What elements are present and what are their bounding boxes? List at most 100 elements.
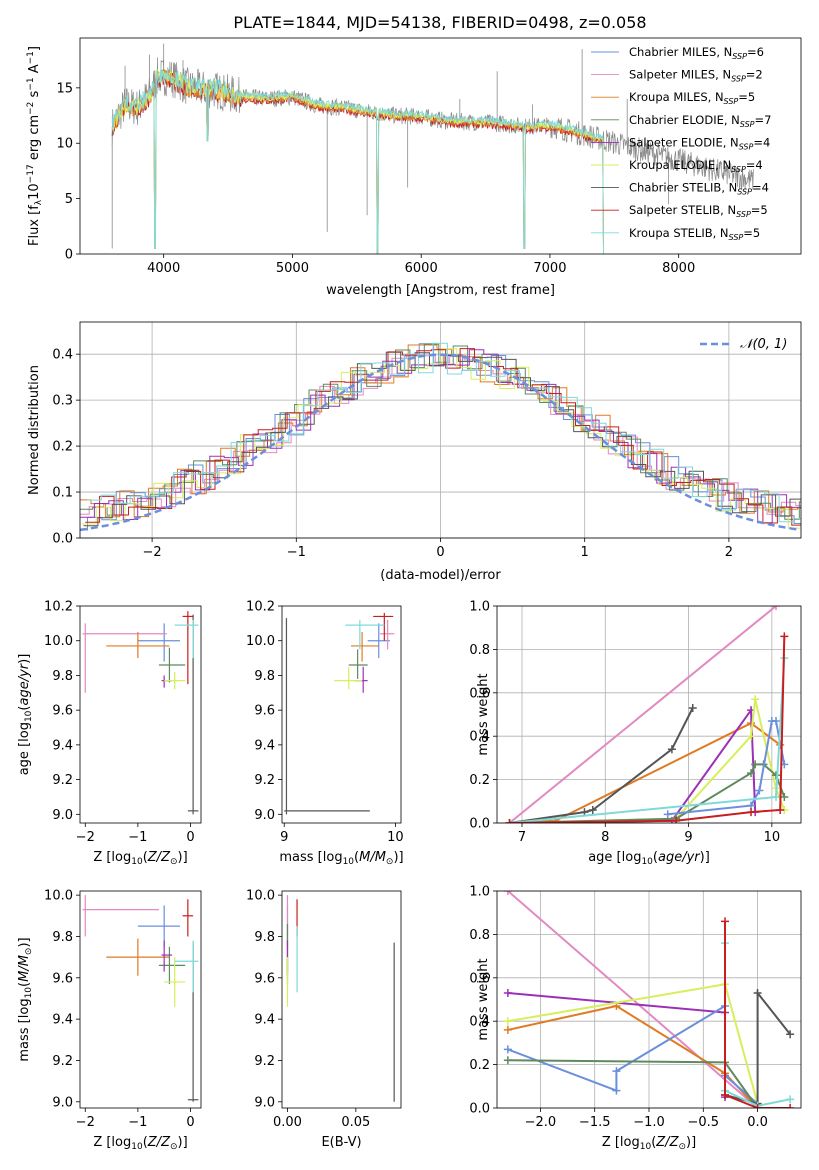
weight-line xyxy=(509,722,781,823)
y-tick-label: 0.8 xyxy=(469,928,490,943)
x-axis-label: (data-model)/error xyxy=(380,568,501,583)
normal-curve xyxy=(80,353,799,532)
legend-label: Salpeter ELODIE, NSSP=4 xyxy=(629,135,770,151)
legend-label: Chabrier MILES, NSSP=6 xyxy=(629,45,764,61)
weight-marker xyxy=(772,606,781,610)
y-tick-label: 9.2 xyxy=(52,773,73,788)
y-tick-label: 9.8 xyxy=(254,669,275,684)
y-tick-label: 0.6 xyxy=(469,686,490,701)
weight-line xyxy=(509,707,757,823)
axes-frame xyxy=(79,37,802,255)
x-tick-label: −2.0 xyxy=(525,1115,557,1130)
model-spectrum xyxy=(111,69,604,254)
weight-marker xyxy=(786,1030,795,1039)
y-tick-label: 10.0 xyxy=(44,634,73,649)
axes-frame xyxy=(79,321,802,539)
weight-marker xyxy=(588,805,597,814)
y-axis-label: mass [log10(M/M⊙)] xyxy=(17,937,34,1061)
y-tick-label: 9.4 xyxy=(254,1013,275,1028)
x-tick-label: −2 xyxy=(76,830,95,845)
y-axis-label: Flux [fλ10−17 erg cm−2 s−1 A−1] xyxy=(26,46,44,246)
plot-area xyxy=(82,611,199,815)
weight-line xyxy=(667,720,786,816)
y-tick-label: 0.0 xyxy=(469,817,490,832)
x-tick-label: −1.5 xyxy=(579,1115,611,1130)
model-spectrum xyxy=(111,68,604,254)
x-tick-label: 1 xyxy=(581,545,589,560)
legend-label: Kroupa ELODIE, NSSP=4 xyxy=(629,158,763,174)
weight-marker xyxy=(751,695,760,704)
axes-frame xyxy=(496,605,802,824)
x-tick-label: 2 xyxy=(725,545,733,560)
legend-label: 𝒩(0, 1) xyxy=(740,337,787,352)
y-tick-label: 9.8 xyxy=(52,669,73,684)
weight-marker xyxy=(780,792,789,801)
y-tick-label: 9.4 xyxy=(52,1013,73,1028)
weight-marker xyxy=(786,1104,795,1108)
plot-area xyxy=(286,895,395,1102)
legend-label: Chabrier ELODIE, NSSP=7 xyxy=(629,113,771,129)
weight-marker xyxy=(751,760,760,769)
y-tick-label: 0.0 xyxy=(469,1102,490,1117)
y-tick-label: 10.0 xyxy=(246,634,275,649)
y-tick-label: 0.2 xyxy=(469,773,490,788)
histogram-step xyxy=(85,348,801,526)
axes-frame xyxy=(281,890,402,1109)
y-tick-label: 1.0 xyxy=(469,885,490,900)
histogram-step xyxy=(81,348,801,529)
weight-marker xyxy=(503,1017,512,1026)
x-tick-label: −1 xyxy=(287,545,306,560)
y-axis-label: mass weight xyxy=(476,673,491,755)
y-tick-label: 0.4 xyxy=(52,348,73,363)
x-tick-label: 7 xyxy=(518,830,526,845)
weight-marker xyxy=(667,745,676,754)
weight-marker xyxy=(503,1045,512,1054)
y-tick-label: 10.2 xyxy=(246,600,275,615)
histogram-step xyxy=(80,343,801,520)
x-tick-label: −2 xyxy=(76,1115,95,1130)
y-axis-label: mass weight xyxy=(476,958,491,1040)
y-tick-label: 10 xyxy=(56,137,73,152)
y-tick-label: 0.2 xyxy=(52,440,73,455)
weight-line xyxy=(508,606,777,823)
x-tick-label: 0 xyxy=(186,1115,194,1130)
mass-vs-extinction-panel: 0.00 0.05 9.0 9.2 9.4 9.6 9.8 10.0 E(B-V) xyxy=(246,889,402,1150)
weight-line xyxy=(509,699,786,823)
axes-frame xyxy=(79,605,202,824)
legend-label: Salpeter STELIB, NSSP=5 xyxy=(629,203,768,219)
y-tick-label: 5 xyxy=(65,192,73,207)
x-tick-label: 8 xyxy=(601,830,609,845)
axes-frame xyxy=(79,890,202,1109)
y-axis-label: Normed distribution xyxy=(27,365,42,495)
age-vs-metallicity-panel: −2 −1 0 9.0 9.2 9.4 9.6 9.8 10.0 10.2 Z [log10(Z/Z… xyxy=(17,600,202,867)
model-spectrum xyxy=(111,66,604,254)
weight-marker xyxy=(747,769,756,778)
legend-label: Chabrier STELIB, NSSP=4 xyxy=(629,181,769,197)
weight-marker xyxy=(612,1067,621,1076)
y-tick-label: 9.0 xyxy=(254,1095,275,1110)
weight-marker xyxy=(772,717,781,726)
x-axis-label: mass [log10(M/M⊙)] xyxy=(279,850,403,867)
x-tick-label: 9 xyxy=(280,830,288,845)
x-axis-label: Z [log10(Z/Z⊙)] xyxy=(93,850,187,867)
age-vs-mass-panel: 9 10 9.0 9.2 9.4 9.6 9.8 10.0 10.2 mass [log10(M/… xyxy=(246,600,404,868)
y-axis-label: age [log10(age/yr)] xyxy=(17,654,34,776)
y-tick-label: 15 xyxy=(56,81,73,96)
weight-line xyxy=(724,921,791,1108)
weight-marker xyxy=(786,1095,795,1104)
weight-line xyxy=(509,636,786,823)
y-tick-label: 9.0 xyxy=(254,808,275,823)
weight-marker xyxy=(612,1086,621,1095)
x-tick-label: −1.0 xyxy=(633,1115,665,1130)
legend-label: Kroupa STELIB, NSSP=5 xyxy=(629,226,760,242)
y-tick-label: 1.0 xyxy=(469,600,490,615)
weight-line xyxy=(509,658,786,823)
weight-marker xyxy=(503,1025,512,1034)
y-tick-label: 0.6 xyxy=(469,971,490,986)
y-tick-label: 10.0 xyxy=(246,889,275,904)
plot-area xyxy=(82,895,199,1102)
spectrum-panel: 4000 5000 6000 7000 8000 0 5 10 15 Chabrier MILES… xyxy=(26,37,802,298)
axes-frame xyxy=(496,890,802,1109)
x-tick-label: 0 xyxy=(186,830,194,845)
